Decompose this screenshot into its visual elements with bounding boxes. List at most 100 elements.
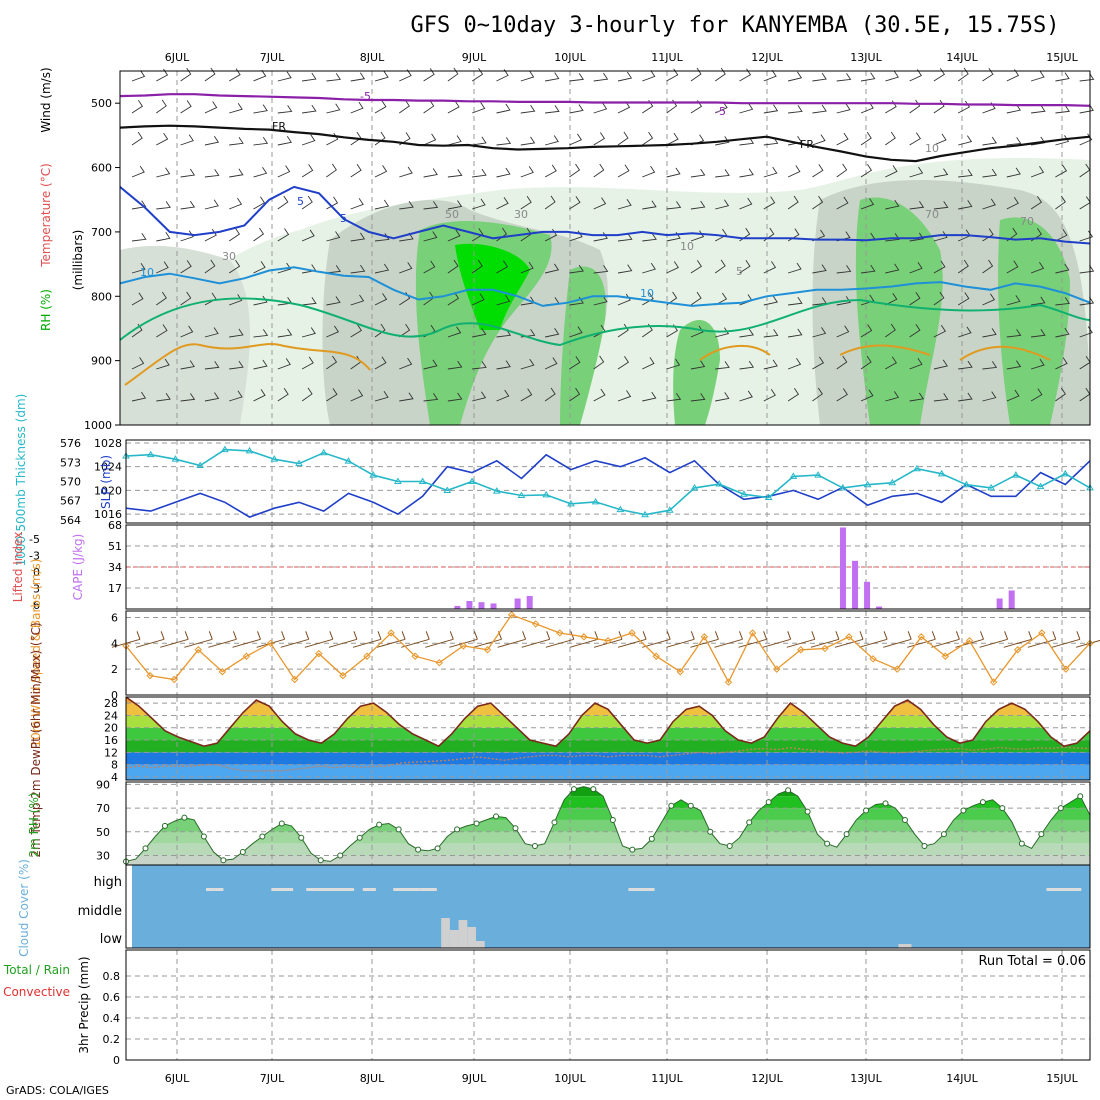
wind-barb-icon <box>277 105 293 114</box>
surface-barb-icon <box>786 631 816 648</box>
wind-speed-marker <box>387 629 395 637</box>
rh-band <box>126 843 1090 856</box>
wind-barb-icon <box>569 196 581 210</box>
wind-barb-icon <box>885 263 900 274</box>
wind-barb-icon <box>471 68 484 82</box>
wind-barb-icon <box>253 167 268 178</box>
wind-barb-icon <box>642 233 657 242</box>
thickness-marker <box>789 472 798 479</box>
wind-barb-icon <box>593 102 608 114</box>
rh-marker <box>434 845 441 852</box>
wind-barb-icon <box>520 358 535 370</box>
wind-barb-icon <box>642 131 654 146</box>
wind-barb-icon <box>642 200 657 210</box>
rh-marker <box>1038 831 1045 838</box>
wind-speed-marker <box>797 646 805 654</box>
wind-barb-icon <box>423 99 435 114</box>
thickness-marker <box>319 448 328 456</box>
li-tick-label: 3 <box>33 583 40 596</box>
contour-label: 5 <box>297 195 304 208</box>
wind-barb-icon <box>131 292 144 306</box>
wind-barb-icon <box>423 359 438 370</box>
cloud-axis-title: Cloud Cover (%) <box>17 859 31 957</box>
bottom-date-label: 11JUL <box>651 1072 683 1085</box>
wind-barb-icon <box>933 68 945 82</box>
wind-barb-icon <box>958 169 973 178</box>
wind-barb-icon <box>1030 388 1043 402</box>
wind-barb-icon <box>933 393 949 402</box>
pressure-tick-label: 500 <box>91 97 112 110</box>
wind-barb-icon <box>1055 228 1068 242</box>
wind-barb-icon <box>326 163 337 178</box>
wind-barb-icon <box>520 388 533 402</box>
cape-bar <box>876 606 883 609</box>
plus20-isotherm <box>124 343 1051 386</box>
wind-barb-icon <box>714 228 728 242</box>
rh-tick-label: 90 <box>96 778 110 791</box>
bottom-date-label: 8JUL <box>360 1072 385 1085</box>
bottom-date-label: 15JUL <box>1046 1072 1078 1085</box>
wind-barb-icon <box>982 136 997 146</box>
wind-barb-icon <box>447 200 463 210</box>
wind-barb-icon <box>812 195 824 210</box>
wind-barb-icon <box>593 132 606 146</box>
precip-tick-label: 0.4 <box>103 1012 121 1025</box>
wind-barb-icon <box>909 99 921 114</box>
temp-band <box>126 752 1090 765</box>
cape-bar <box>490 603 497 609</box>
rh-marker <box>1077 793 1084 800</box>
wind-barb-icon <box>131 200 147 210</box>
surface-barb-icon <box>810 631 840 648</box>
wind-barb-icon <box>909 200 925 210</box>
wind-speed-marker <box>869 655 877 663</box>
contour-label: FR <box>800 138 814 151</box>
bottom-date-label: 12JUL <box>751 1072 783 1085</box>
wind-barb-icon <box>374 263 390 274</box>
wind-barb-icon <box>471 259 483 274</box>
wind-barb-icon <box>301 327 316 338</box>
wind-speed-marker <box>917 633 926 641</box>
wind-barb-icon <box>739 168 754 178</box>
wind-barb-icon <box>301 356 314 370</box>
precip-tick-label: 0 <box>113 1054 120 1067</box>
wind-barb-icon <box>131 233 147 242</box>
surface-barb-icon <box>569 631 599 648</box>
rh-marker <box>1057 805 1064 812</box>
wind-barb-icon <box>836 163 848 178</box>
wind-barb-icon <box>885 165 898 178</box>
wind-barb-icon <box>180 67 192 82</box>
wind-barb-icon <box>326 296 341 306</box>
pressure-tick-label: 800 <box>91 290 112 303</box>
rh-panel <box>123 781 1091 866</box>
wind-barb-icon <box>520 261 534 274</box>
wind-tick-label: 2 <box>111 663 118 676</box>
wind-barb-icon <box>301 134 316 146</box>
wind-barb-icon <box>788 105 803 114</box>
wind-barb-icon <box>1055 105 1070 114</box>
wind-barb-icon <box>715 169 730 178</box>
wind-barb-icon <box>860 72 876 82</box>
contour-label: 5 <box>340 212 347 225</box>
wind-barb-icon <box>204 228 217 242</box>
series-line <box>125 448 1091 516</box>
cape-tick-label: 51 <box>108 540 122 553</box>
pressure-tick-label: 900 <box>91 355 112 368</box>
wind-barb-icon <box>787 387 800 402</box>
wind-barb-icon <box>204 259 216 274</box>
bottom-date-label: 13JUL <box>850 1072 882 1085</box>
wind-barb-icon <box>1031 104 1046 114</box>
rh-marker <box>648 835 655 842</box>
precip-tick-label: 0.8 <box>103 970 121 983</box>
low-cloud-bar <box>467 927 477 948</box>
pressure-tick-label: 700 <box>91 226 112 239</box>
surface-barb-icon <box>401 631 430 648</box>
wind-barb-icon <box>1030 262 1045 274</box>
temp-tick-label: 4 <box>111 771 118 784</box>
precip-tick-label: 0.2 <box>103 1033 121 1046</box>
wind-barb-icon <box>739 197 753 210</box>
wind-barb-icon <box>350 232 366 242</box>
wind-barb-icon <box>447 326 462 338</box>
surface-barb-icon <box>907 631 936 648</box>
temp-band <box>126 764 1090 780</box>
cloud-panel <box>125 864 1091 949</box>
